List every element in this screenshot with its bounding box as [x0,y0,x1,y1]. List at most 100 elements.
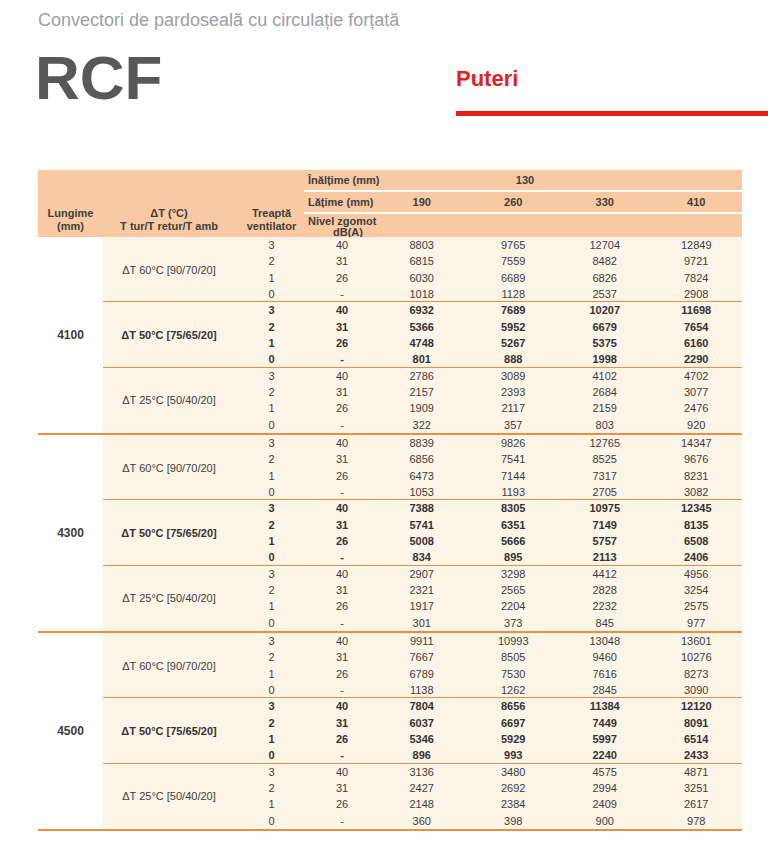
cell-noise-level: - [308,749,376,761]
cell-power-value: 4871 [651,766,743,778]
cell-power-value: 6697 [468,717,560,729]
cell-fan-step: 2 [235,651,308,663]
cell-power-value: 10975 [559,502,651,514]
cell-power-value: 5666 [468,535,560,547]
cell-noise-level: 26 [308,733,376,745]
cell-power-value: 2148 [376,798,468,810]
cell-noise-level: 31 [308,651,376,663]
cell-power-value: 993 [468,749,560,761]
cell-power-value: 5952 [468,321,560,333]
cell-power-value: 1909 [376,402,468,414]
cell-power-value: 2908 [651,288,743,300]
cell-power-value: 2786 [376,370,468,382]
cell-power-value: 13601 [651,635,743,647]
cell-power-value: 7824 [651,272,743,284]
delta-t-group: ΔT 60°C [90/70/20]3408839982612765143472… [38,435,742,500]
cell-fan-step: 0 [235,551,308,563]
cell-power-value: 4702 [651,370,743,382]
cell-fan-step: 1 [235,733,308,745]
cell-power-value: 1917 [376,600,468,612]
cell-power-value: 2240 [559,749,651,761]
cell-fan-step: 0 [235,419,308,431]
cell-power-value: 803 [559,419,651,431]
header-row-height: Înălțime (mm) 130 [38,170,742,190]
cell-power-value: 2157 [376,386,468,398]
cell-fan-step: 2 [235,386,308,398]
cell-noise-level: 26 [308,668,376,680]
delta-t-group: ΔT 25°C [50/40/20]3403136348045754871231… [38,764,742,829]
cell-power-value: 845 [559,617,651,629]
cell-power-value: 2994 [559,782,651,794]
cell-power-value: 8305 [468,502,560,514]
delta-t-label: ΔT 60°C [90/70/20] [103,435,235,500]
product-title: RCF [35,44,162,112]
cell-power-value: 2204 [468,600,560,612]
cell-power-value: 5346 [376,733,468,745]
cell-fan-step: 1 [235,535,308,547]
cell-noise-level: - [308,419,376,431]
cell-power-value: 2617 [651,798,743,810]
cell-power-value: 2321 [376,584,468,596]
delta-t-label: ΔT 60°C [90/70/20] [103,633,235,698]
cell-noise-level: 40 [308,568,376,580]
cell-power-value: 1138 [376,684,468,696]
cell-power-value: 8505 [468,651,560,663]
cell-power-value: 9721 [651,255,743,267]
cell-power-value: 2845 [559,684,651,696]
cell-fan-step: 1 [235,798,308,810]
cell-power-value: 8656 [468,700,560,712]
cell-noise-level: 31 [308,453,376,465]
cell-power-value: 5929 [468,733,560,745]
cell-power-value: 2565 [468,584,560,596]
cell-power-value: 8135 [651,519,743,531]
page: Convectori de pardoseală cu circulație f… [0,0,768,852]
cell-power-value: 6679 [559,321,651,333]
cell-noise-level: - [308,486,376,498]
cell-noise-level: - [308,815,376,827]
cell-power-value: 6815 [376,255,468,267]
cell-power-value: 5997 [559,733,651,745]
height-value: 130 [308,170,742,191]
cell-power-value: 3254 [651,584,743,596]
cell-power-value: 4748 [376,337,468,349]
cell-power-value: 7689 [468,304,560,316]
cell-noise-level: 26 [308,470,376,482]
cell-power-value: 2705 [559,486,651,498]
cell-fan-step: 0 [235,815,308,827]
cell-power-value: 2692 [468,782,560,794]
delta-t-label: ΔT 25°C [50/40/20] [103,764,235,829]
cell-power-value: 11698 [651,304,743,316]
cell-fan-step: 2 [235,717,308,729]
cell-noise-level: 40 [308,437,376,449]
table-body: 4100ΔT 60°C [90/70/20]340880397651270412… [38,237,742,831]
cell-power-value: 1193 [468,486,560,498]
cell-power-value: 6789 [376,668,468,680]
cell-power-value: 8091 [651,717,743,729]
cell-power-value: 801 [376,353,468,365]
cell-power-value: 12704 [559,239,651,251]
cell-power-value: 7530 [468,668,560,680]
cell-power-value: 3082 [651,486,743,498]
cell-power-value: 14347 [651,437,743,449]
cell-power-value: 2907 [376,568,468,580]
cell-power-value: 2159 [559,402,651,414]
cell-power-value: 12345 [651,502,743,514]
power-table: Lungime (mm) ΔT (°C) T tur/T retur/T amb… [38,170,742,831]
cell-power-value: 3298 [468,568,560,580]
length-block: 4100ΔT 60°C [90/70/20]340880397651270412… [38,237,742,435]
cell-power-value: 2537 [559,288,651,300]
cell-power-value: 2117 [468,402,560,414]
delta-t-label: ΔT 50°C [75/65/20] [103,302,235,367]
cell-power-value: 896 [376,749,468,761]
cell-power-value: 7541 [468,453,560,465]
cell-fan-step: 2 [235,453,308,465]
cell-power-value: 5757 [559,535,651,547]
cell-power-value: 900 [559,815,651,827]
width-label: Lățime (mm) [308,192,373,213]
cell-noise-level: 26 [308,402,376,414]
cell-power-value: 2406 [651,551,743,563]
cell-power-value: 9676 [651,453,743,465]
cell-noise-level: 40 [308,239,376,251]
cell-fan-step: 1 [235,470,308,482]
cell-noise-level: 31 [308,255,376,267]
